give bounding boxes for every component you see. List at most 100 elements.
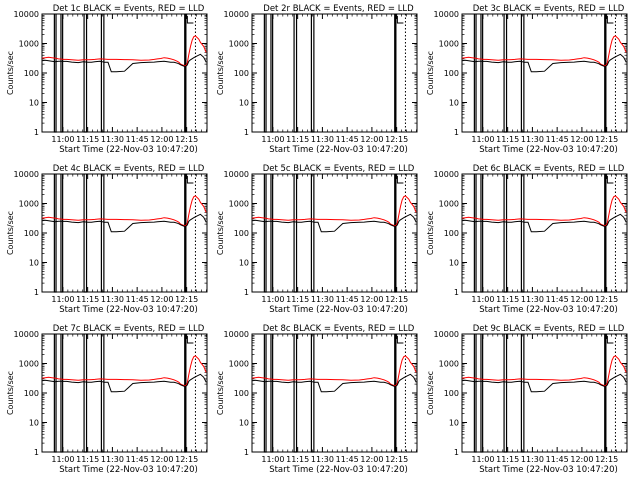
x-tick-label: 11:45	[126, 295, 149, 304]
y-tick-label: 100	[444, 69, 459, 78]
panel-title: Det 2r BLACK = Events, RED = LLD	[263, 4, 414, 14]
x-tick-label: 12:15	[385, 295, 408, 304]
x-tick-label: 12:15	[175, 135, 198, 144]
y-tick-label: 10000	[434, 330, 459, 339]
x-tick-label: 12:00	[570, 295, 593, 304]
panel-title: Det 6c BLACK = Events, RED = LLD	[473, 164, 625, 174]
y-tick-label: 1	[34, 128, 39, 137]
x-tick-label: 11:15	[286, 455, 309, 464]
data-gap	[394, 14, 397, 133]
x-tick-label: 11:00	[471, 135, 494, 144]
x-tick-label: 12:00	[360, 455, 383, 464]
x-tick-label: 11:00	[471, 455, 494, 464]
y-tick-label: 1	[244, 288, 249, 297]
x-axis-label: Start Time (22-Nov-03 10:47:20)	[269, 305, 408, 315]
data-gap	[394, 334, 397, 453]
panel-title: Det 5c BLACK = Events, RED = LLD	[263, 164, 415, 174]
data-gap	[520, 174, 525, 293]
y-tick-label: 100	[24, 69, 39, 78]
y-tick-label: 100	[444, 229, 459, 238]
y-tick-label: 10	[449, 419, 459, 428]
x-tick-label: 11:45	[126, 455, 149, 464]
x-axis-label: Start Time (22-Nov-03 10:47:20)	[59, 145, 198, 155]
y-tick-label: 1	[244, 448, 249, 457]
y-tick-label: 1	[454, 448, 459, 457]
y-tick-label: 10	[239, 259, 249, 268]
panel-det-9: Det 9c BLACK = Events, RED = LLD 1 10 100 10…	[426, 324, 628, 475]
data-gap	[480, 334, 484, 453]
series-lld-line	[41, 35, 207, 67]
x-tick-label: 12:15	[385, 135, 408, 144]
y-tick-label: 10000	[224, 330, 249, 339]
panel-det-3: Det 3c BLACK = Events, RED = LLD 1 10 100 10…	[426, 4, 628, 155]
flag-bracket	[396, 16, 404, 24]
y-axis-label: Counts/sec	[6, 371, 15, 415]
y-axis-label: Counts/sec	[216, 51, 225, 95]
data-gap	[60, 334, 64, 453]
panel-det-2: Det 2r BLACK = Events, RED = LLD 1 10 100 10…	[216, 4, 418, 155]
x-tick-label: 11:15	[496, 135, 519, 144]
data-gap	[100, 334, 105, 453]
panel-det-6: Det 6c BLACK = Events, RED = LLD 1 10 100 10…	[426, 164, 628, 315]
y-axis-label: Counts/sec	[216, 371, 225, 415]
data-gap	[100, 14, 105, 133]
x-axis-label: Start Time (22-Nov-03 10:47:20)	[59, 305, 198, 315]
panel-det-8: Det 8c BLACK = Events, RED = LLD 1 10 100 10…	[216, 324, 418, 475]
x-axis-label: Start Time (22-Nov-03 10:47:20)	[479, 305, 618, 315]
data-gap	[270, 334, 274, 453]
data-gap	[83, 174, 88, 293]
y-tick-label: 1000	[439, 360, 459, 369]
y-tick-label: 1	[454, 288, 459, 297]
data-gap	[503, 14, 508, 133]
y-tick-label: 10000	[434, 170, 459, 179]
data-gap	[480, 174, 484, 293]
series-events-line	[461, 53, 627, 73]
plot-frame	[41, 333, 208, 453]
y-tick-label: 1000	[229, 360, 249, 369]
data-gap	[100, 174, 105, 293]
y-tick-label: 10000	[14, 330, 39, 339]
y-tick-label: 1000	[19, 200, 39, 209]
x-tick-label: 12:00	[150, 135, 173, 144]
data-gap	[184, 334, 187, 453]
panel-title: Det 1c BLACK = Events, RED = LLD	[53, 4, 205, 14]
series-lld-line	[251, 355, 417, 387]
plot-frame	[251, 333, 418, 453]
data-gap	[503, 174, 508, 293]
x-tick-label: 11:00	[261, 455, 284, 464]
data-gap	[604, 174, 607, 293]
y-tick-label: 100	[234, 69, 249, 78]
x-tick-label: 12:15	[385, 455, 408, 464]
data-gap	[310, 334, 315, 453]
series-lld-line	[461, 195, 627, 227]
y-tick-label: 10	[29, 419, 39, 428]
x-tick-label: 11:30	[311, 135, 334, 144]
data-gap	[293, 174, 298, 293]
x-tick-label: 11:00	[261, 295, 284, 304]
data-gap	[184, 14, 187, 133]
x-tick-label: 11:30	[521, 135, 544, 144]
x-tick-label: 11:00	[51, 455, 74, 464]
x-tick-label: 12:15	[595, 295, 618, 304]
y-tick-label: 100	[24, 389, 39, 398]
data-gap	[480, 14, 484, 133]
data-gap	[83, 334, 88, 453]
x-tick-label: 11:00	[471, 295, 494, 304]
x-tick-label: 11:30	[101, 295, 124, 304]
x-tick-label: 12:00	[360, 135, 383, 144]
data-gap	[473, 334, 477, 453]
x-tick-label: 11:45	[336, 295, 359, 304]
panel-title: Det 7c BLACK = Events, RED = LLD	[53, 324, 205, 334]
x-tick-label: 11:15	[76, 135, 99, 144]
y-axis-label: Counts/sec	[426, 371, 435, 415]
data-gap	[60, 174, 64, 293]
y-axis-label: Counts/sec	[426, 51, 435, 95]
data-gap	[60, 14, 64, 133]
x-tick-label: 11:45	[336, 135, 359, 144]
x-tick-label: 11:15	[496, 295, 519, 304]
data-gap	[53, 174, 57, 293]
x-tick-label: 12:00	[570, 135, 593, 144]
series-lld-line	[461, 355, 627, 387]
y-axis-label: Counts/sec	[216, 211, 225, 255]
